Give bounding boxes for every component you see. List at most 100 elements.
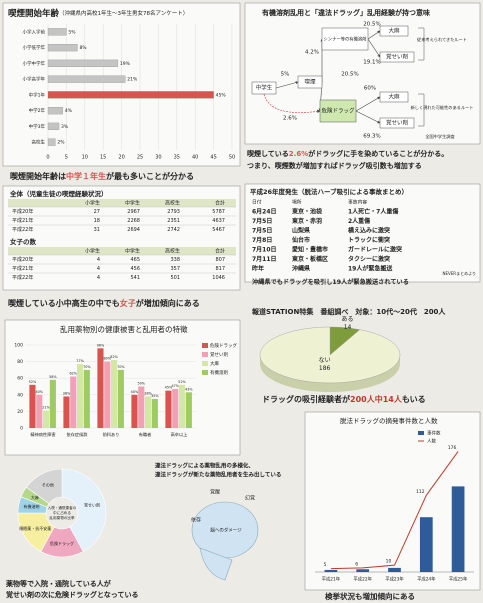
node-label: 覚せい剤: [386, 53, 409, 61]
arrow: [263, 93, 321, 114]
node-box: [321, 27, 369, 51]
edge-label: 69.3%: [363, 134, 380, 140]
caption-part: が増加傾向にある: [136, 298, 200, 308]
data-label: 38%: [144, 391, 152, 395]
edge-label: 19.1%: [363, 60, 380, 66]
bar: [117, 369, 124, 428]
table-cell: 7月5日: [252, 227, 272, 235]
caption-part: が最も多いことが分かる: [106, 171, 194, 181]
caption-part: ドラッグの吸引経験者が: [262, 394, 351, 404]
chart-title: 乱用薬物別の健康被害と乱用者の特徴: [60, 324, 188, 334]
diagram-title: 有機溶剤乱用と「違法ドラッグ」乱用経験が持つ意味: [262, 8, 430, 17]
data-label: 43%: [185, 387, 193, 391]
arrow: [367, 30, 381, 40]
legend-label: 有機溶剤: [210, 369, 228, 376]
table-title: 平成26年度発生（脱法ハーブ吸引による事故まとめ）: [250, 187, 408, 196]
bar: [111, 359, 118, 428]
table-cell: 1人死亡・7人重傷: [348, 208, 398, 216]
data-label: 10: [386, 559, 392, 565]
data-label: 21%: [127, 77, 138, 83]
caption: 喫煙している小中高生の中でも女子が増加傾向にある: [8, 298, 200, 308]
data-label: 4%: [65, 108, 73, 114]
data-label: 77%: [76, 359, 84, 363]
node-box: [379, 117, 415, 129]
x-tick-label: 精神病性障害: [30, 431, 55, 438]
table-cell: 昨年: [252, 265, 264, 273]
arrow: [275, 81, 299, 89]
brain-label: 幻覚: [245, 495, 255, 502]
data-label: 96%: [97, 343, 105, 347]
table-cell: 4: [97, 257, 100, 263]
table-cell: 541: [130, 275, 140, 281]
table-header: 中学生: [125, 200, 140, 207]
data-label: 19%: [120, 61, 131, 67]
x-tick-label: 5: [65, 155, 68, 161]
x-tick-label: 高卒以上: [171, 431, 188, 438]
data-label: 40%: [35, 390, 43, 394]
table-cell: 横え込みに激突: [348, 227, 390, 235]
edge-label: 20.5%: [363, 22, 380, 28]
slice-label: 危険ドラッグ: [50, 540, 74, 546]
table-cell: 平成20年: [12, 208, 33, 215]
table-header: 合計: [215, 248, 225, 255]
slice-value: 186: [319, 365, 331, 372]
bar: [419, 517, 433, 572]
table-cell: 807: [215, 257, 225, 263]
table-cell: 4: [97, 266, 100, 272]
table-cell: 31: [94, 227, 100, 233]
table-cell: 平成22年: [12, 226, 33, 233]
data-label: 112: [416, 489, 425, 495]
brain-label: 覚醒: [210, 489, 220, 496]
node-label: 喫煙: [304, 78, 316, 86]
legend-label: 人数: [427, 438, 436, 445]
slice-label: その他: [42, 481, 54, 487]
x-tick-label: 平成23年: [385, 576, 404, 583]
center-label: 中に占める: [53, 510, 71, 515]
bar: [83, 369, 90, 428]
edge-label: 2.6%: [283, 116, 297, 122]
bar: [47, 75, 126, 83]
caption: 薬物等で入院・通院している人が: [5, 579, 111, 588]
table-cell: ガードレールに激突: [348, 246, 402, 254]
brain-label: 脳へのダメージ: [210, 527, 242, 534]
slice-label: ない: [319, 357, 331, 364]
chart-title: 報道STATION特集 番組調べ 対象：10代～20代 200人: [252, 307, 446, 316]
caption: 覚せい剤の次に危険ドラッグとなっている: [5, 590, 138, 599]
x-tick-label: 前科あり: [103, 431, 120, 438]
bar: [324, 569, 338, 572]
x-tick-label: 30: [155, 155, 161, 161]
legend-swatch: [202, 370, 208, 375]
table-cell: 東京・板橋区: [292, 255, 328, 263]
bar: [97, 348, 104, 428]
table-cell: 4637: [212, 218, 225, 224]
table-cell: 18: [94, 218, 100, 224]
x-tick-label: 50: [229, 155, 235, 161]
slice-label: 大麻: [31, 494, 39, 500]
caption-part: 200人中14人: [350, 394, 403, 404]
table-header: 小学生: [85, 248, 100, 255]
caption-part: 女子: [120, 298, 136, 308]
table-header: 日付: [252, 199, 262, 206]
x-tick-label: 0: [46, 155, 49, 161]
data-label: 6: [355, 561, 358, 567]
slice-value: 14: [344, 324, 352, 331]
table-header-bg: [8, 199, 236, 207]
table-cell: 357: [170, 266, 180, 272]
y-tick-label: 100: [14, 343, 23, 349]
y-tick-label: 中学3年: [29, 123, 46, 130]
table-cell: 4: [97, 275, 100, 281]
table-header-bg: [8, 247, 236, 255]
table-header: 高校生: [165, 200, 180, 207]
bar: [451, 486, 465, 572]
caption-part: もいる: [402, 395, 426, 404]
node-label: 中学生: [256, 84, 273, 92]
bar: [165, 390, 172, 428]
legend-label: 覚せい剤: [210, 351, 228, 358]
table-cell: 2人重傷: [348, 217, 370, 225]
node-label: 覚せい剤: [386, 119, 409, 127]
legend-label: 大麻: [210, 360, 219, 367]
title: 喫煙開始年齢: [8, 8, 60, 19]
note: 従来考えられてきたルート: [417, 36, 467, 43]
node-box: [319, 99, 357, 123]
